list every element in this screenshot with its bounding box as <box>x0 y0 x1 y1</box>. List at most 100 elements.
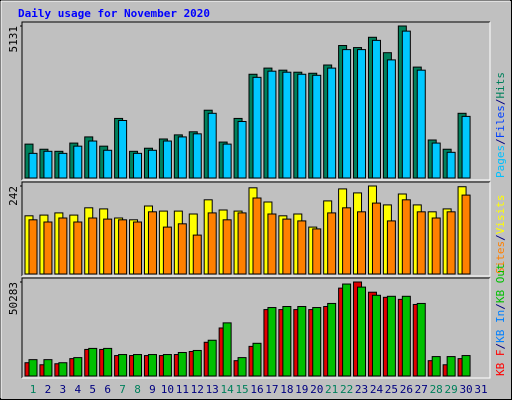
bar <box>43 221 53 275</box>
bar <box>118 219 128 275</box>
legend: Sites/Visits <box>494 195 507 275</box>
bar <box>401 295 411 377</box>
x-tick-label: 29 <box>445 383 458 396</box>
x-tick-label: 24 <box>370 383 384 396</box>
bar <box>327 302 337 377</box>
panel-border <box>22 22 491 181</box>
bar <box>222 322 232 377</box>
bar <box>446 151 456 179</box>
chart-title: Daily usage for November 2020 <box>18 7 210 20</box>
panel-border <box>22 182 491 277</box>
x-tick-label: 12 <box>191 383 204 396</box>
x-tick-label: 25 <box>385 383 398 396</box>
x-tick-label: 10 <box>161 383 174 396</box>
bar <box>416 69 426 179</box>
bar <box>267 307 277 377</box>
bar <box>147 354 157 377</box>
bar <box>282 71 292 179</box>
bar <box>461 355 471 377</box>
bar <box>342 49 352 179</box>
bar <box>342 207 352 275</box>
x-tick-label: 9 <box>149 383 156 396</box>
bar <box>118 120 128 179</box>
bar <box>207 339 217 377</box>
bar <box>297 73 307 179</box>
bar <box>342 283 352 377</box>
bar <box>162 226 172 275</box>
x-tick-label: 6 <box>104 383 111 396</box>
bar <box>461 194 471 275</box>
bar <box>237 212 247 275</box>
x-tick-label: 2 <box>45 383 52 396</box>
bar <box>177 223 187 275</box>
bar <box>312 307 322 377</box>
x-tick-label: 14 <box>221 383 235 396</box>
bar <box>312 74 322 179</box>
x-tick-label: 28 <box>430 383 443 396</box>
bar <box>133 221 143 275</box>
legend-entry: / <box>494 343 507 350</box>
x-tick-label: 3 <box>60 383 67 396</box>
bar <box>43 150 53 179</box>
bar <box>357 211 367 275</box>
bar <box>73 357 83 377</box>
bar <box>192 349 202 377</box>
legend-entry: Files <box>494 105 507 138</box>
bar <box>297 220 307 275</box>
bar <box>357 286 367 377</box>
bar <box>401 199 411 275</box>
bar <box>133 152 143 179</box>
panel-border <box>21 277 490 378</box>
bar <box>58 362 68 377</box>
bar <box>282 306 292 377</box>
bar <box>147 149 157 179</box>
legend-entry: Hits <box>494 72 507 99</box>
legend-entry: KB Out <box>494 263 507 303</box>
bar <box>88 140 98 179</box>
panel-border <box>22 278 491 379</box>
legend-entry: KB In <box>494 310 507 343</box>
y-tick-label: 50283 <box>7 282 20 315</box>
bar <box>103 347 113 377</box>
panel-border <box>21 181 490 276</box>
bar <box>177 351 187 377</box>
legend-entry: Visits <box>494 195 507 235</box>
bar <box>43 359 53 377</box>
bar <box>28 359 38 377</box>
x-tick-label: 16 <box>250 383 263 396</box>
x-tick-label: 18 <box>280 383 293 396</box>
bar <box>371 294 381 377</box>
x-tick-label: 7 <box>119 383 126 396</box>
bar <box>192 133 202 179</box>
bar <box>431 142 441 179</box>
bar <box>267 70 277 179</box>
x-tick-label: 19 <box>295 383 308 396</box>
bar <box>446 211 456 275</box>
bar <box>177 136 187 179</box>
bar <box>297 306 307 377</box>
x-tick-label: 20 <box>310 383 323 396</box>
bar <box>28 152 38 179</box>
bar <box>103 218 113 275</box>
bar <box>162 354 172 377</box>
bar <box>103 149 113 179</box>
y-tick-label: 242 <box>7 186 20 206</box>
bar <box>222 143 232 179</box>
bar <box>312 228 322 275</box>
x-tick-label: 8 <box>134 383 141 396</box>
x-tick-label: 13 <box>206 383 219 396</box>
x-tick-label: 4 <box>74 383 81 396</box>
bar <box>252 197 262 275</box>
bar <box>222 219 232 275</box>
panel-border <box>21 21 490 180</box>
bar <box>461 115 471 179</box>
x-tick-label: 22 <box>340 383 353 396</box>
bar <box>58 217 68 275</box>
bar <box>386 59 396 179</box>
bar <box>147 211 157 275</box>
bar <box>133 354 143 377</box>
bar <box>386 295 396 377</box>
bar <box>237 121 247 179</box>
